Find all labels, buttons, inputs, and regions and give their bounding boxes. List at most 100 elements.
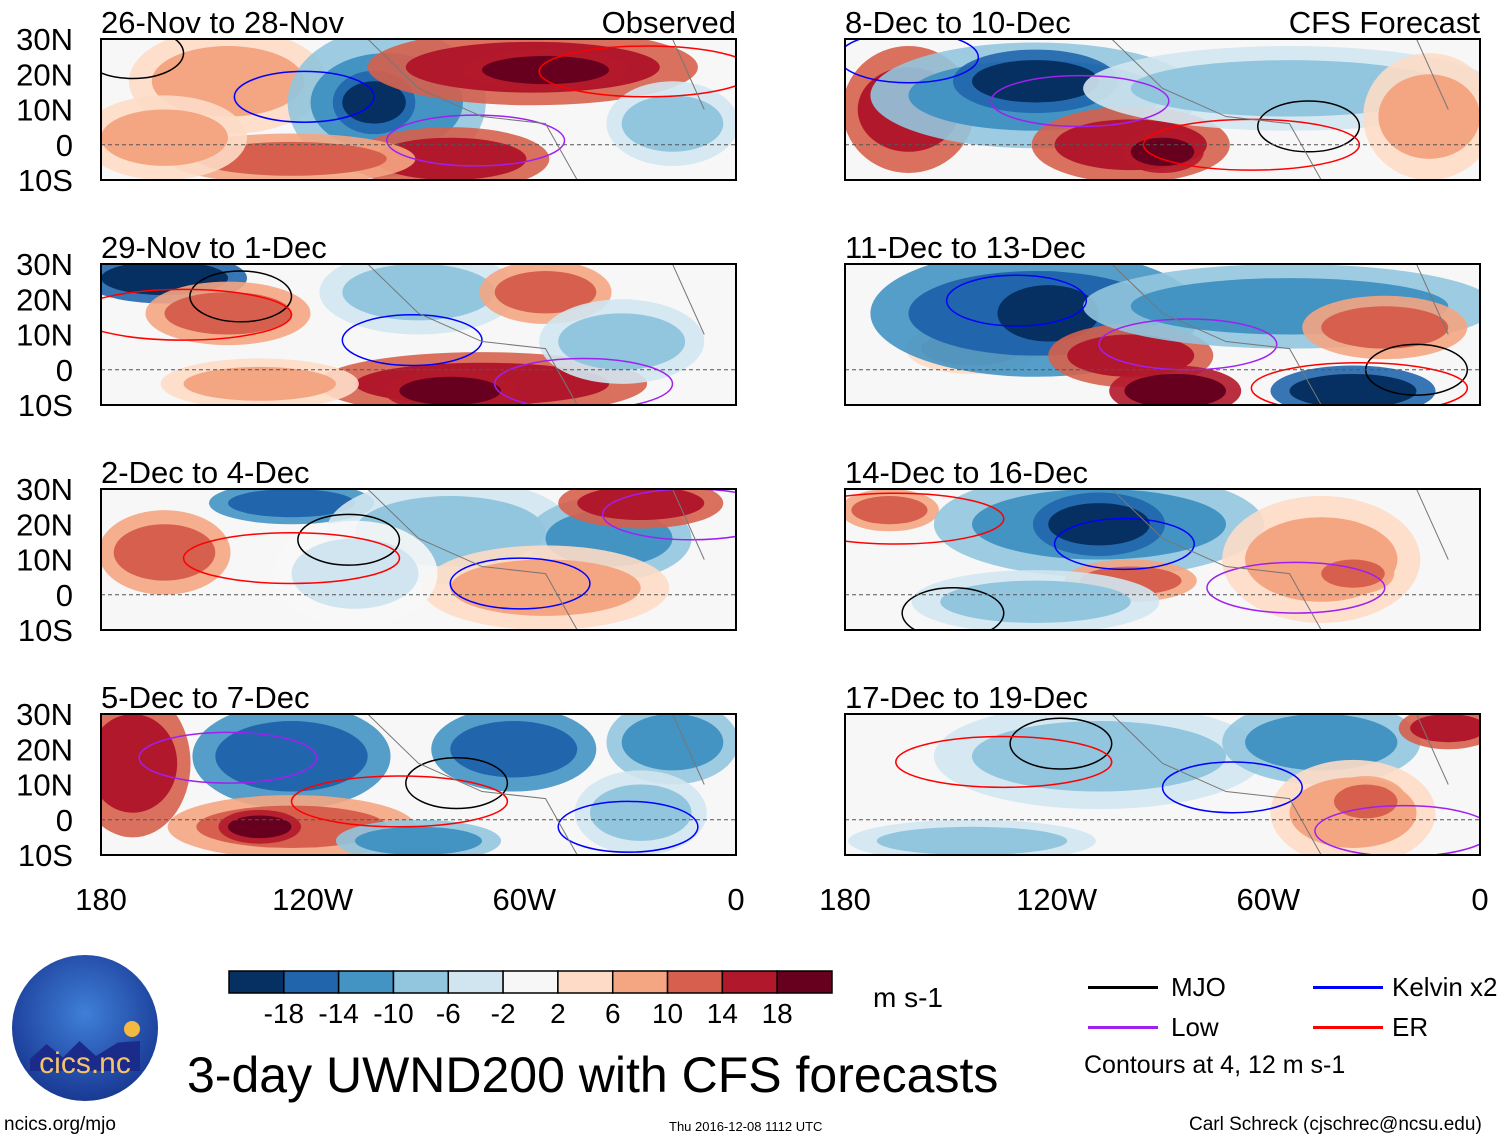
contour-line bbox=[1250, 361, 1469, 405]
anomaly-shading bbox=[399, 376, 502, 405]
lat-tick-label: 10N bbox=[16, 543, 73, 578]
legend-label-low: Low bbox=[1171, 1012, 1219, 1042]
lon-tick-label: 0 bbox=[1471, 882, 1488, 917]
contour-line bbox=[1314, 804, 1480, 855]
contour-note: Contours at 4, 12 m s-1 bbox=[1084, 1051, 1346, 1079]
panel-frame bbox=[844, 263, 1481, 406]
contour-line bbox=[1161, 761, 1303, 814]
column-label: CFS Forecast bbox=[1289, 5, 1481, 40]
anomaly-field bbox=[101, 39, 736, 180]
lat-tick-label: 10N bbox=[16, 93, 73, 128]
anomaly-shading bbox=[228, 489, 355, 518]
anomaly-shading bbox=[482, 55, 609, 85]
anomaly-shading bbox=[1321, 559, 1385, 588]
anomaly-shading bbox=[589, 784, 692, 841]
contour-line bbox=[1053, 517, 1196, 571]
panel-frame bbox=[844, 38, 1481, 181]
contour-line bbox=[538, 45, 736, 98]
source-link[interactable]: ncics.org/mjo bbox=[4, 1114, 116, 1135]
anomaly-shading bbox=[1245, 714, 1398, 771]
lat-tick-label: 20N bbox=[16, 507, 73, 542]
anomaly-shading bbox=[1378, 74, 1480, 159]
anomaly-shading bbox=[1321, 306, 1449, 349]
anomaly-field bbox=[101, 714, 736, 855]
legend-line-low bbox=[1088, 1026, 1158, 1029]
coastline bbox=[367, 39, 705, 180]
anomaly-shading bbox=[577, 489, 705, 521]
panel-frame bbox=[844, 488, 1481, 631]
contour-line bbox=[990, 74, 1170, 128]
contour-line bbox=[138, 731, 318, 784]
contour-line bbox=[1098, 318, 1278, 371]
anomaly-shading bbox=[997, 285, 1099, 342]
contour-line bbox=[297, 513, 401, 566]
anomaly-shading bbox=[1333, 784, 1398, 819]
anomaly-shading bbox=[374, 137, 527, 180]
colorbar-swatch bbox=[776, 970, 833, 994]
contour-line bbox=[493, 357, 674, 405]
anomaly-shading bbox=[972, 721, 1226, 792]
coastline bbox=[1111, 489, 1449, 630]
colorbar-swatch bbox=[392, 970, 450, 994]
figure-title: 3-day UWND200 with CFS forecasts bbox=[187, 1047, 999, 1103]
colorbar-swatch bbox=[502, 970, 559, 994]
colorbar: -18 -14 -10 -6 -2 2 6 10 14 18 bbox=[228, 970, 833, 1028]
anomaly-shading bbox=[183, 366, 336, 401]
anomaly-shading bbox=[621, 714, 724, 771]
colorbar-swatch bbox=[666, 970, 724, 994]
lat-tick-label: 30N bbox=[16, 472, 73, 507]
lat-tick-label: 30N bbox=[16, 22, 73, 57]
anomaly-shading bbox=[101, 714, 178, 813]
panel-frame bbox=[844, 713, 1481, 856]
anomaly-shading bbox=[164, 292, 292, 335]
panel-title: 2-Dec to 4-Dec bbox=[101, 455, 309, 490]
contour-line bbox=[895, 735, 1113, 789]
contour-line bbox=[945, 274, 1088, 327]
colorbar-swatch bbox=[557, 970, 614, 994]
anomaly-shading bbox=[1048, 503, 1150, 546]
lon-tick-label: 120W bbox=[272, 882, 354, 917]
contour-line bbox=[1257, 100, 1361, 153]
coastline bbox=[367, 489, 705, 630]
lat-tick-label: 10S bbox=[18, 388, 73, 423]
lat-tick-label: 0 bbox=[56, 128, 73, 163]
panel-title: 14-Dec to 16-Dec bbox=[845, 455, 1088, 490]
anomaly-shading bbox=[972, 60, 1099, 103]
panel-frame bbox=[100, 488, 737, 631]
lat-tick-label: 30N bbox=[16, 697, 73, 732]
colorbar-swatch bbox=[611, 970, 669, 994]
legend-line-kelvin bbox=[1313, 986, 1383, 989]
lat-tick-label: 20N bbox=[16, 732, 73, 767]
panel-frame bbox=[100, 713, 737, 856]
map-panel: 11-Dec to 13-Dec bbox=[844, 230, 1481, 406]
lat-tick-label: 0 bbox=[56, 353, 73, 388]
anomaly-shading bbox=[558, 313, 686, 370]
contour-line bbox=[845, 492, 1005, 545]
panel-title: 26-Nov to 28-Nov bbox=[101, 5, 344, 40]
lon-tick-label: 60W bbox=[492, 882, 556, 917]
lon-tick-label: 0 bbox=[727, 882, 744, 917]
anomaly-shading bbox=[621, 95, 724, 152]
lon-tick-label: 180 bbox=[819, 882, 871, 917]
map-panel: 8-Dec to 10-Dec CFS Forecast bbox=[844, 5, 1481, 181]
anomaly-shading bbox=[215, 721, 368, 792]
panels-area: 26-Nov to 28-Nov Observed30N20N10N010S29-… bbox=[16, 5, 1489, 917]
map-panel: 17-Dec to 19-Dec 180 120W 60W 0 bbox=[819, 680, 1488, 917]
colorbar-tick-label: 18 bbox=[762, 998, 793, 1028]
colorbar-tick-label: 10 bbox=[652, 998, 683, 1028]
legend-label-mjo: MJO bbox=[1171, 972, 1226, 1002]
column-label: Observed bbox=[602, 5, 736, 40]
contour-line bbox=[601, 489, 736, 541]
contour-line bbox=[449, 557, 591, 610]
coastline bbox=[367, 264, 705, 405]
contour-line bbox=[405, 756, 509, 810]
contour-line bbox=[101, 288, 293, 341]
anomaly-shading bbox=[228, 815, 292, 839]
contour-line bbox=[1009, 717, 1113, 770]
colorbar-tick-label: -10 bbox=[373, 998, 413, 1028]
lat-tick-label: 0 bbox=[56, 803, 73, 838]
anomaly-shading bbox=[851, 496, 928, 525]
anomaly-shading bbox=[1410, 714, 1480, 743]
